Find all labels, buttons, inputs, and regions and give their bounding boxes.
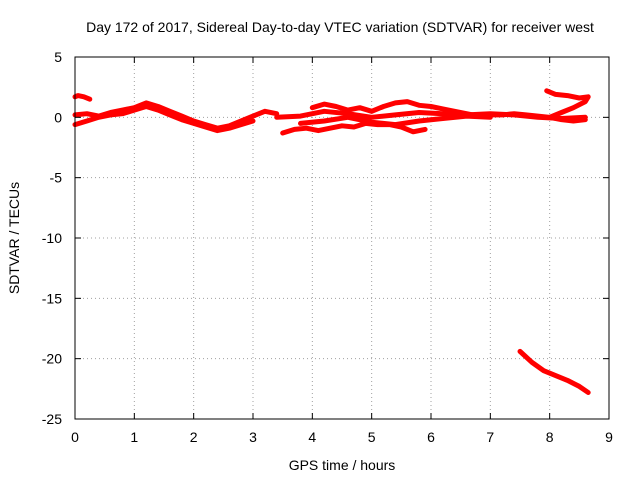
series-trace-7: [298, 113, 493, 128]
x-tick-label: 5: [368, 429, 376, 445]
x-tick-label: 3: [249, 429, 257, 445]
series-trace-9: [517, 348, 591, 395]
series-trace-2: [72, 104, 256, 134]
y-tick-label: -15: [42, 290, 62, 306]
x-tick-label: 8: [546, 429, 554, 445]
y-tick-label: -10: [42, 230, 62, 246]
series-layer: [72, 88, 591, 395]
x-tick-label: 6: [427, 429, 435, 445]
y-axis-label: SDTVAR / TECUs: [6, 182, 22, 294]
x-tick-label: 1: [130, 429, 138, 445]
y-tick-label: 5: [54, 49, 62, 65]
ticks: 0 1 2 3 4 5 6 7 8 9 5 0 -5 -10 -15 -20 -25: [42, 49, 613, 445]
series-trace-8: [544, 88, 591, 120]
y-tick-label: -5: [50, 170, 63, 186]
x-axis-label: GPS time / hours: [289, 457, 396, 473]
series-trace-4: [280, 120, 428, 136]
x-tick-label: 0: [71, 429, 79, 445]
x-tick-label: 4: [308, 429, 316, 445]
series-trace-6: [309, 99, 588, 124]
y-tick-label: 0: [54, 109, 62, 125]
y-tick-label: -25: [42, 411, 62, 427]
x-tick-label: 9: [605, 429, 613, 445]
grid: [75, 57, 609, 419]
y-tick-label: -20: [42, 351, 62, 367]
x-tick-label: 7: [486, 429, 494, 445]
series-trace-3: [72, 93, 93, 102]
x-tick-label: 2: [190, 429, 198, 445]
chart-title: Day 172 of 2017, Sidereal Day-to-day VTE…: [86, 19, 594, 35]
